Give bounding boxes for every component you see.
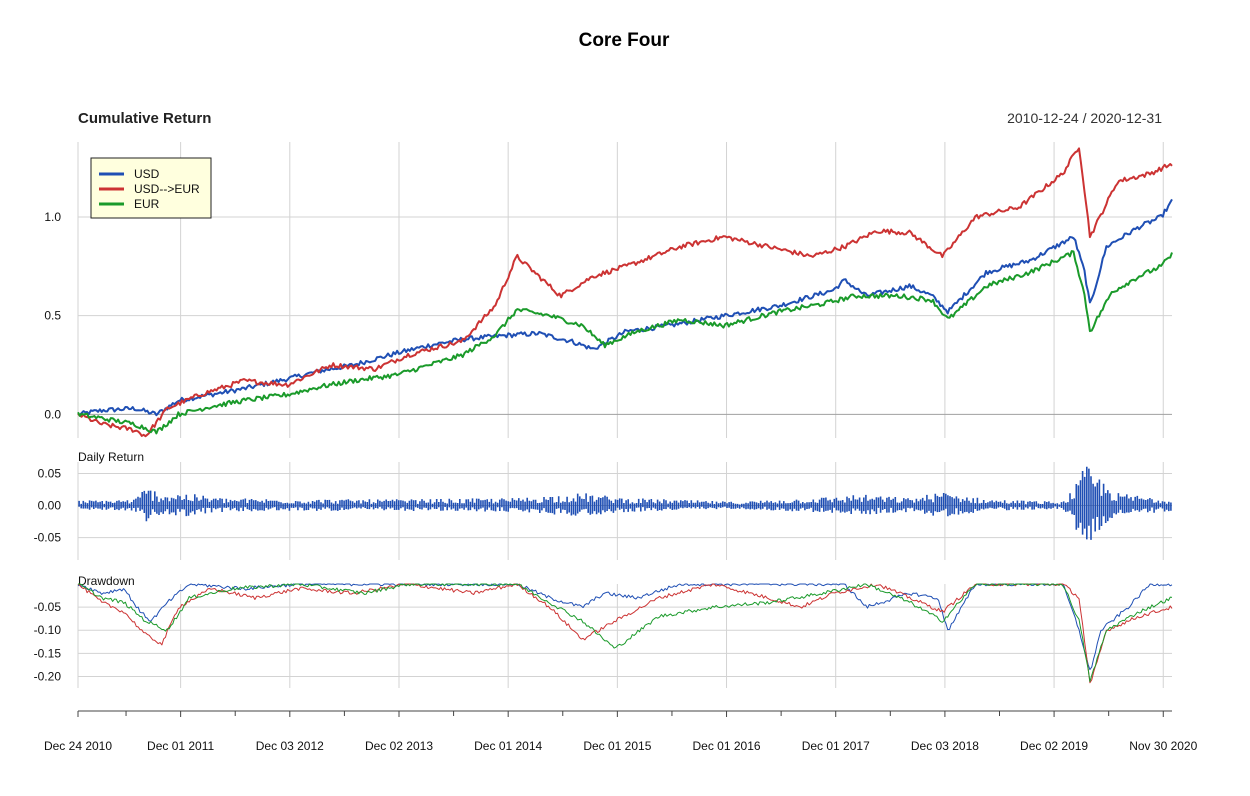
xtick-label-4: Dec 01 2014 (474, 739, 542, 753)
xtick-label-5: Dec 01 2015 (583, 739, 651, 753)
series-line-drawdown-usd-eur (77, 583, 1173, 684)
xtick-label-10: Nov 30 2020 (1129, 739, 1197, 753)
xtick-label-3: Dec 02 2013 (365, 739, 433, 753)
ytick-label-drawdown-1: -0.15 (34, 646, 62, 660)
daily-return-bars-usd (78, 466, 1172, 540)
ytick-label-drawdown-0: -0.20 (34, 669, 62, 683)
ytick-label-cumulative-1: 0.5 (44, 309, 61, 323)
panel-title-drawdown: Drawdown (78, 574, 135, 588)
legend-label-0: USD (134, 167, 160, 181)
axes-layer: 0.0 0.5 1.0 -0.05 0.00 0.05 -0.20 -0.15 -0.10 -0.… (34, 210, 1198, 753)
xtick-label-2: Dec 03 2012 (256, 739, 324, 753)
xtick-label-0: Dec 24 2010 (44, 739, 112, 753)
xtick-label-8: Dec 03 2018 (911, 739, 979, 753)
legend-label-2: EUR (134, 197, 160, 211)
series-line-cumulative-usd (77, 198, 1173, 417)
xtick-label-6: Dec 01 2016 (693, 739, 761, 753)
xtick-label-7: Dec 01 2017 (802, 739, 870, 753)
legend-label-1: USD-->EUR (134, 182, 200, 196)
ytick-label-drawdown-3: -0.05 (34, 600, 62, 614)
panel-title-daily: Daily Return (78, 450, 144, 464)
date-range-label: 2010-12-24 / 2020-12-31 (1007, 110, 1162, 126)
ytick-label-daily-2: 0.05 (38, 467, 62, 481)
series-line-cumulative-eur (77, 250, 1173, 435)
chart-title: Core Four (579, 30, 670, 51)
ytick-label-drawdown-2: -0.10 (34, 623, 62, 637)
xtick-label-9: Dec 02 2019 (1020, 739, 1088, 753)
series-layer (77, 147, 1173, 684)
ytick-label-cumulative-0: 0.0 (44, 407, 61, 421)
series-line-cumulative-usd-eur (77, 147, 1173, 438)
xtick-label-1: Dec 01 2011 (147, 739, 214, 753)
series-line-drawdown-usd (77, 583, 1173, 671)
grid-layer (77, 142, 1172, 688)
ytick-label-cumulative-2: 1.0 (44, 210, 61, 224)
panel-title-cumulative: Cumulative Return (78, 110, 211, 127)
ytick-label-daily-1: 0.00 (38, 499, 62, 513)
ytick-label-daily-0: -0.05 (34, 531, 62, 545)
series-line-drawdown-eur (78, 583, 1173, 682)
